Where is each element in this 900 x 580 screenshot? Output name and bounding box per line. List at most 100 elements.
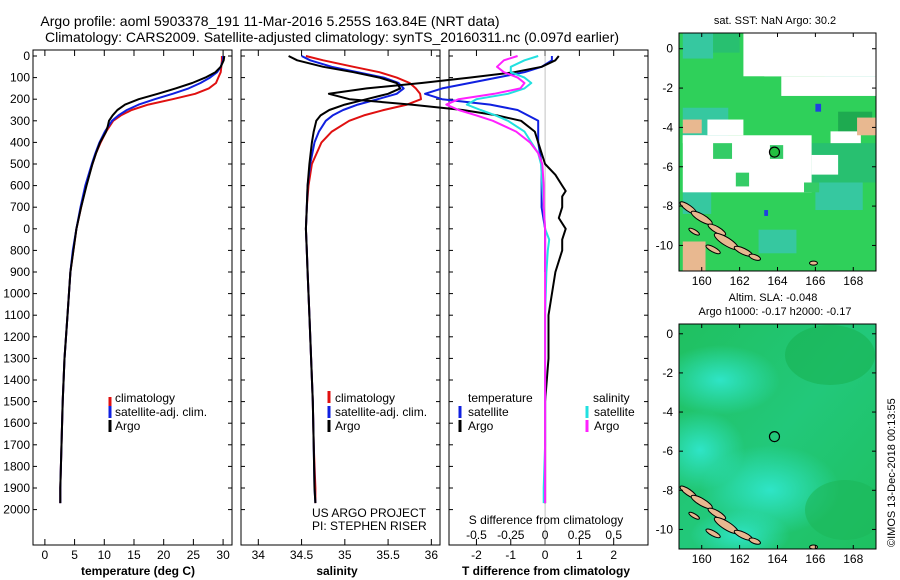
imos-stamp: ©IMOS 13-Dec-2018 00:13:55 (886, 398, 898, 547)
sla-map-axes: 0 -2 -4 -6 -8 -10 160 162 164 166 168 (656, 324, 876, 566)
lat-tick-label: -6 (662, 160, 673, 174)
depth-tick-label: 1300 (3, 351, 30, 365)
s-tick-label: -0.5 (466, 528, 487, 542)
island (748, 253, 761, 261)
legend-argo: Argo (115, 419, 141, 433)
x-tick-label: 34 (252, 548, 266, 562)
salinity-legend: climatology satellite-adj. clim. Argo (327, 391, 427, 433)
lat-tick-label: -6 (662, 444, 673, 458)
island (707, 223, 727, 236)
legend-s-satellite: satellite (594, 405, 635, 419)
sst-cell (815, 182, 863, 211)
depth-tick-label: 300 (10, 114, 30, 128)
s-tick-label: 0.25 (568, 528, 592, 542)
island (748, 537, 761, 545)
lat-tick-label: 0 (666, 42, 673, 56)
series-salinity-argo (445, 55, 547, 504)
x-tick-label: 0 (542, 548, 549, 562)
legend-climatology: climatology (115, 391, 175, 405)
x-tick-label: 10 (98, 548, 112, 562)
lon-tick-label: 168 (843, 274, 863, 288)
depth-tick-label: 1400 (3, 373, 30, 387)
legend-satellite: satellite-adj. clim. (335, 405, 427, 419)
legend-t-satellite: satellite (468, 405, 509, 419)
lat-tick-label: -10 (656, 238, 674, 252)
x-tick-label: 2 (610, 548, 617, 562)
sla-low-region (805, 480, 876, 540)
legend-temperature-title: temperature (468, 391, 533, 405)
depth-tick-label: 600 (10, 179, 30, 193)
bottom-map-title-1: Altim. SLA: -0.048 (729, 292, 818, 304)
series-temperature-satellite (424, 56, 553, 272)
depth-tick-label: 500 (10, 157, 30, 171)
sst-cell (713, 33, 740, 53)
depth-tick-label: 1000 (3, 287, 30, 301)
sst-cell (764, 64, 782, 77)
lon-tick-label: 168 (843, 552, 863, 566)
lat-tick-label: -4 (662, 120, 673, 134)
legend-salinity-title: salinity (593, 391, 630, 405)
salinity-xlabel: salinity (316, 564, 358, 578)
credit-project: US ARGO PROJECT (312, 506, 427, 520)
depth-tick-label: 900 (10, 265, 30, 279)
depth-tick-label: 1700 (3, 438, 30, 452)
s-tick-label: 0.5 (605, 528, 622, 542)
argo-float-marker (768, 146, 781, 158)
x-tick-label: 36 (425, 548, 439, 562)
legend-climatology: climatology (335, 391, 395, 405)
depth-tick-label: 700 (10, 200, 30, 214)
lat-tick-label: 0 (666, 327, 673, 341)
depth-tick-label: 1200 (3, 330, 30, 344)
x-tick-label: 15 (127, 548, 141, 562)
sst-cell (682, 119, 702, 134)
depth-tick-label: 1900 (3, 481, 30, 495)
lon-tick-label: 164 (767, 552, 787, 566)
depth-tick-label: 1500 (3, 395, 30, 409)
sst-cell (815, 103, 822, 112)
argo-float-marker (768, 430, 781, 443)
sst-cell (811, 154, 839, 175)
sst-cell (682, 241, 706, 271)
lat-tick-label: -10 (656, 522, 674, 536)
lon-tick-label: 160 (692, 552, 712, 566)
salinity-panel: 34 34.5 35 35.5 36 (241, 50, 440, 562)
depth-tick-label: 100 (10, 71, 30, 85)
bottom-map-title-2: Argo h1000: -0.17 h2000: -0.17 (699, 306, 852, 318)
x-tick-label: 35 (338, 548, 352, 562)
sst-map-axes: 0 -2 -4 -6 -8 -10 160 162 164 166 168 (656, 33, 876, 288)
lon-tick-label: 166 (805, 552, 825, 566)
sla-map-fields (679, 325, 876, 549)
depth-tick-label: 800 (10, 243, 30, 257)
x-tick-label: 5 (71, 548, 78, 562)
x-tick-label: 25 (187, 548, 201, 562)
legend-satellite: satellite-adj. clim. (115, 405, 207, 419)
s-tick-label: 0 (542, 528, 549, 542)
island (688, 227, 700, 236)
lon-tick-label: 162 (730, 552, 750, 566)
x-tick-label: 30 (216, 548, 230, 562)
difference-panel: -2 -1 0 1 2 -0.5 -0.25 0 0.25 0.5 (327, 50, 648, 562)
sst-cell (682, 33, 714, 59)
series-argo (288, 55, 402, 504)
x-tick-label: -1 (505, 548, 516, 562)
sst-cell (804, 182, 820, 193)
sst-cell (682, 135, 706, 144)
x-tick-label: 1 (576, 548, 583, 562)
x-tick-label: -2 (471, 548, 482, 562)
series-temperature-argo (327, 55, 567, 504)
island (808, 544, 818, 549)
legend-s-argo: Argo (594, 419, 620, 433)
sst-cell (830, 131, 861, 144)
credit-pi: PI: STEPHEN RISER (312, 519, 427, 533)
lon-tick-label: 162 (730, 274, 750, 288)
depth-tick-label: 1100 (4, 308, 30, 322)
sla-map-islands (679, 485, 818, 549)
legend-argo: Argo (335, 419, 361, 433)
temperature-xlabel: temperature (deg C) (81, 564, 195, 578)
depth-tick-label: 400 (10, 135, 30, 149)
sst-cell (764, 210, 769, 216)
island (707, 507, 727, 520)
x-tick-label: 20 (157, 548, 171, 562)
difference-legend: temperature satellite Argo salinity sate… (458, 391, 635, 433)
